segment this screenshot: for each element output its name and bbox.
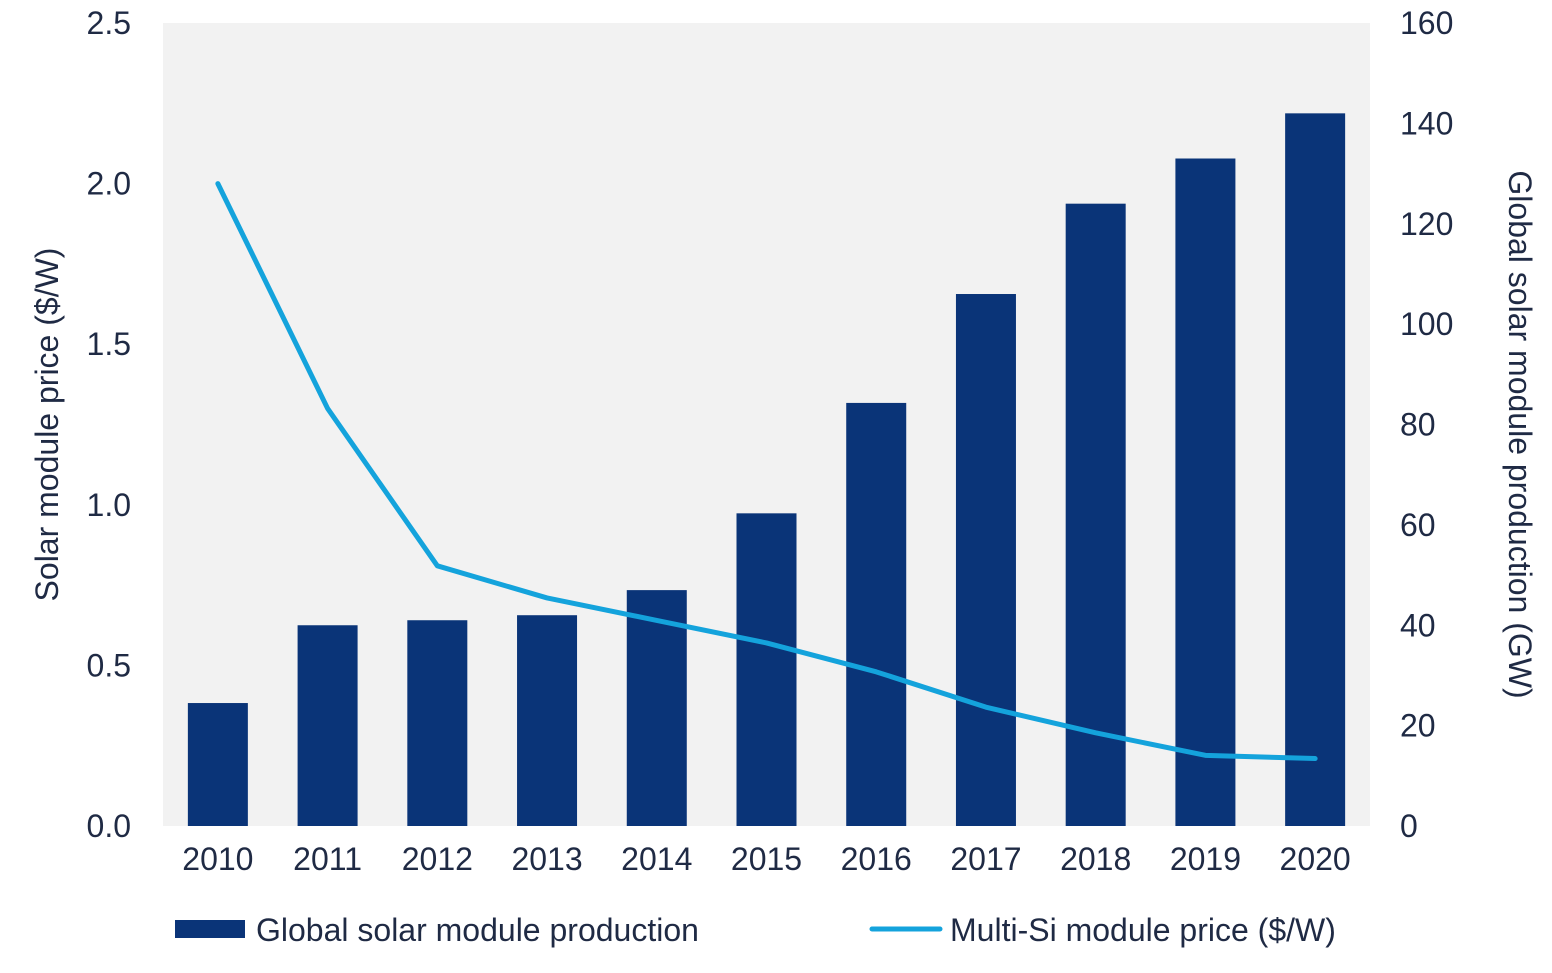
x-tick-label: 2016 [841, 841, 912, 877]
bar-2013 [517, 615, 577, 826]
bar-2019 [1175, 159, 1235, 826]
bar-2020 [1285, 113, 1345, 826]
right-tick-label: 160 [1400, 5, 1453, 41]
bar-2012 [407, 620, 467, 826]
left-axis-title: Solar module price ($/W) [29, 248, 65, 602]
x-tick-label: 2015 [731, 841, 802, 877]
legend-line-label: Multi-Si module price ($/W) [950, 912, 1336, 948]
x-tick-label: 2013 [511, 841, 582, 877]
legend-bar-label: Global solar module production [256, 912, 699, 948]
left-tick-label: 2.5 [87, 5, 131, 41]
bar-2016 [846, 403, 906, 826]
x-tick-label: 2011 [293, 841, 362, 877]
x-tick-label: 2018 [1060, 841, 1131, 877]
left-tick-label: 2.0 [87, 166, 131, 202]
left-tick-label: 0.5 [87, 647, 131, 683]
right-tick-label: 0 [1400, 808, 1418, 844]
bar-2015 [737, 513, 797, 826]
x-tick-label: 2012 [402, 841, 473, 877]
legend-bar-swatch [175, 920, 245, 938]
right-tick-label: 60 [1400, 507, 1436, 543]
legend: Global solar module production Multi-Si … [175, 912, 1336, 948]
left-tick-label: 1.5 [87, 326, 131, 362]
x-tick-label: 2014 [621, 841, 692, 877]
bar-2010 [188, 703, 248, 826]
bar-2011 [298, 625, 358, 826]
right-tick-label: 120 [1400, 206, 1453, 242]
right-tick-label: 20 [1400, 708, 1436, 744]
x-tick-label: 2019 [1170, 841, 1241, 877]
right-tick-label: 140 [1400, 105, 1453, 141]
right-tick-label: 80 [1400, 407, 1436, 443]
left-axis-ticks: 0.0 0.5 1.0 1.5 2.0 2.5 [87, 5, 131, 844]
right-axis-title: Global solar module production (GW) [1502, 170, 1538, 698]
bar-2017 [956, 294, 1016, 826]
x-axis-ticks: 2010 2011 2012 2013 2014 2015 2016 2017 2018 2019… [182, 841, 1350, 877]
left-tick-label: 0.0 [87, 808, 131, 844]
x-tick-label: 2010 [182, 841, 253, 877]
right-tick-label: 40 [1400, 607, 1436, 643]
x-tick-label: 2020 [1280, 841, 1351, 877]
x-tick-label: 2017 [950, 841, 1021, 877]
right-tick-label: 100 [1400, 306, 1453, 342]
right-axis-ticks: 0 20 40 60 80 100 120 140 160 [1400, 5, 1453, 844]
left-tick-label: 1.0 [87, 487, 131, 523]
